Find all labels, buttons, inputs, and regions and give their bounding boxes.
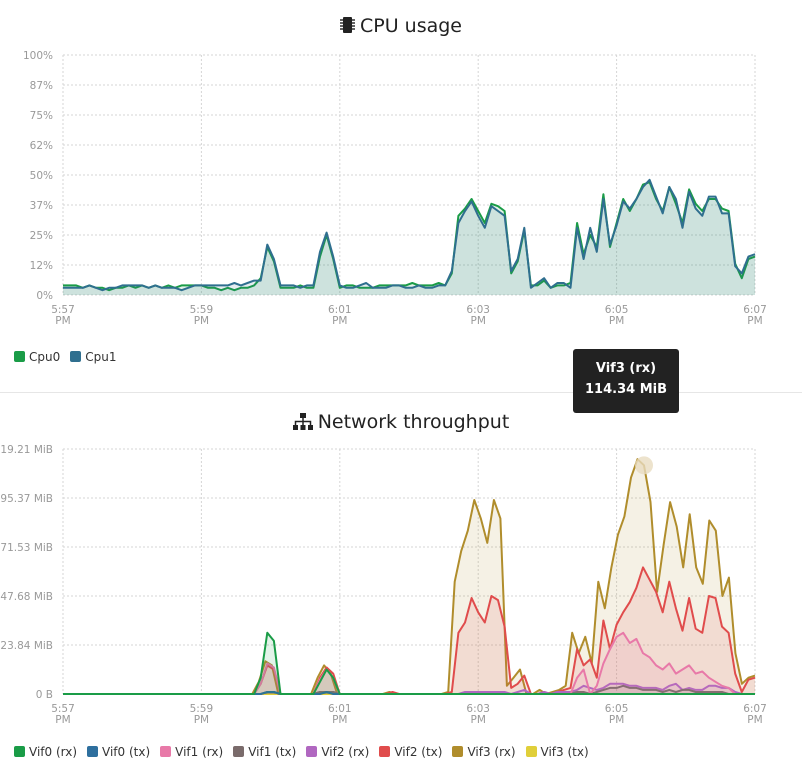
tooltip-series-name: Vif3 (rx) [595, 361, 657, 376]
x-tick-label: 5:59 [190, 304, 214, 316]
y-tick-label: 47.68 MiB [0, 591, 53, 603]
legend-swatch [87, 746, 99, 757]
tooltip-value: 114.34 MiB [585, 382, 667, 397]
legend-label: Vif0 (tx) [102, 745, 151, 759]
legend-label: Vif1 (rx) [175, 745, 224, 759]
cpu-usage-title: CPU usage [0, 15, 802, 39]
x-tick-label: 5:57 [51, 304, 75, 316]
x-tick-label: PM [194, 315, 209, 327]
x-tick-label: PM [55, 315, 70, 327]
x-tick-label: PM [332, 315, 347, 327]
x-tick-label: PM [332, 714, 347, 726]
network-legend-item[interactable]: Vif1 (rx) [160, 745, 223, 759]
network-legend: Vif0 (rx) Vif0 (tx) Vif1 (rx) Vif1 (tx) Vif2… [14, 745, 599, 759]
legend-label: Vif0 (rx) [29, 745, 78, 759]
x-tick-label: PM [470, 714, 485, 726]
x-tick-label: PM [747, 714, 762, 726]
network-legend-item[interactable]: Vif3 (tx) [525, 745, 589, 759]
legend-swatch [14, 746, 25, 757]
legend-label: Cpu1 [85, 350, 117, 364]
network-legend-item[interactable]: Vif1 (tx) [233, 745, 296, 759]
y-tick-label: 23.84 MiB [0, 640, 53, 652]
network-throughput-chart: 19.21 MiB 95.37 MiB 71.53 MiB 47.68 MiB 23.8… [0, 444, 767, 726]
legend-swatch [525, 746, 537, 757]
y-tick-label: 50% [30, 170, 53, 182]
y-tick-label: 87% [30, 80, 53, 92]
legend-swatch [70, 351, 82, 362]
series-area-vif1-rx [63, 632, 755, 694]
legend-swatch [160, 746, 172, 757]
x-tick-label: PM [609, 315, 624, 327]
network-legend-item[interactable]: Vif0 (tx) [87, 745, 150, 759]
legend-swatch [306, 746, 318, 757]
x-tick-label: 6:05 [605, 703, 629, 715]
panel-divider [0, 392, 802, 393]
y-tick-label: 12% [30, 260, 53, 272]
series-area-vif3-rx [63, 459, 755, 694]
y-tick-label: 19.21 MiB [0, 444, 53, 456]
series-area-cpu1 [63, 179, 755, 295]
x-tick-label: PM [194, 714, 209, 726]
y-tick-label: 62% [30, 140, 53, 152]
x-tick-label: 6:03 [466, 703, 490, 715]
network-throughput-title: Network throughput [0, 411, 802, 435]
legend-swatch [452, 746, 464, 757]
y-tick-label: 75% [30, 110, 53, 122]
y-tick-label: 37% [30, 200, 53, 212]
network-legend-item[interactable]: Vif2 (rx) [306, 745, 369, 759]
cpu-usage-chart: 100%87%75%62%50%37%25%12%0%5:57PM5:59PM6… [23, 50, 767, 327]
legend-label: Vif3 (rx) [467, 745, 516, 759]
y-tick-label: 0% [36, 290, 53, 302]
x-tick-label: PM [747, 315, 762, 327]
legend-label: Vif2 (rx) [321, 745, 370, 759]
x-tick-label: 5:57 [51, 703, 75, 715]
chart-tooltip: Vif3 (rx) 114.34 MiB [573, 349, 679, 413]
cpu-legend-item[interactable]: Cpu1 [70, 350, 117, 364]
network-legend-item[interactable]: Vif3 (rx) [452, 745, 516, 759]
network-tree-icon [292, 413, 313, 435]
series-area-cpu0 [63, 182, 755, 295]
network-legend-item[interactable]: Vif0 (rx) [14, 745, 77, 759]
legend-label: Cpu0 [29, 350, 61, 364]
x-tick-label: 6:01 [328, 304, 352, 316]
y-tick-label: 0 B [36, 689, 53, 701]
y-tick-label: 100% [23, 50, 53, 62]
cpu-chip-icon [339, 16, 355, 39]
legend-swatch [233, 746, 245, 757]
legend-label: Vif1 (tx) [248, 745, 297, 759]
x-tick-label: 6:03 [466, 304, 490, 316]
series-line-vif0-rx[interactable] [63, 631, 755, 695]
network-legend-item[interactable]: Vif2 (tx) [379, 745, 442, 759]
cpu-usage-title-text: CPU usage [359, 15, 462, 37]
y-tick-label: 25% [30, 230, 53, 242]
legend-swatch [379, 746, 391, 757]
cpu-legend-item[interactable]: Cpu0 [14, 350, 60, 364]
network-throughput-title-text: Network throughput [317, 411, 510, 433]
legend-label: Vif3 (tx) [540, 745, 589, 759]
y-tick-label: 95.37 MiB [0, 493, 53, 505]
legend-swatch [14, 351, 25, 362]
x-tick-label: 6:07 [743, 703, 767, 715]
hover-point-marker [635, 456, 654, 475]
x-tick-label: PM [470, 315, 485, 327]
x-tick-label: 6:01 [328, 703, 352, 715]
legend-label: Vif2 (tx) [394, 745, 443, 759]
x-tick-label: PM [609, 714, 624, 726]
y-tick-label: 71.53 MiB [0, 542, 53, 554]
x-tick-label: 5:59 [190, 703, 214, 715]
series-line-cpu1[interactable] [63, 178, 756, 292]
x-tick-label: 6:07 [743, 304, 767, 316]
cpu-legend: Cpu0 Cpu1 [14, 350, 127, 364]
x-tick-label: PM [55, 714, 70, 726]
x-tick-label: 6:05 [605, 304, 629, 316]
